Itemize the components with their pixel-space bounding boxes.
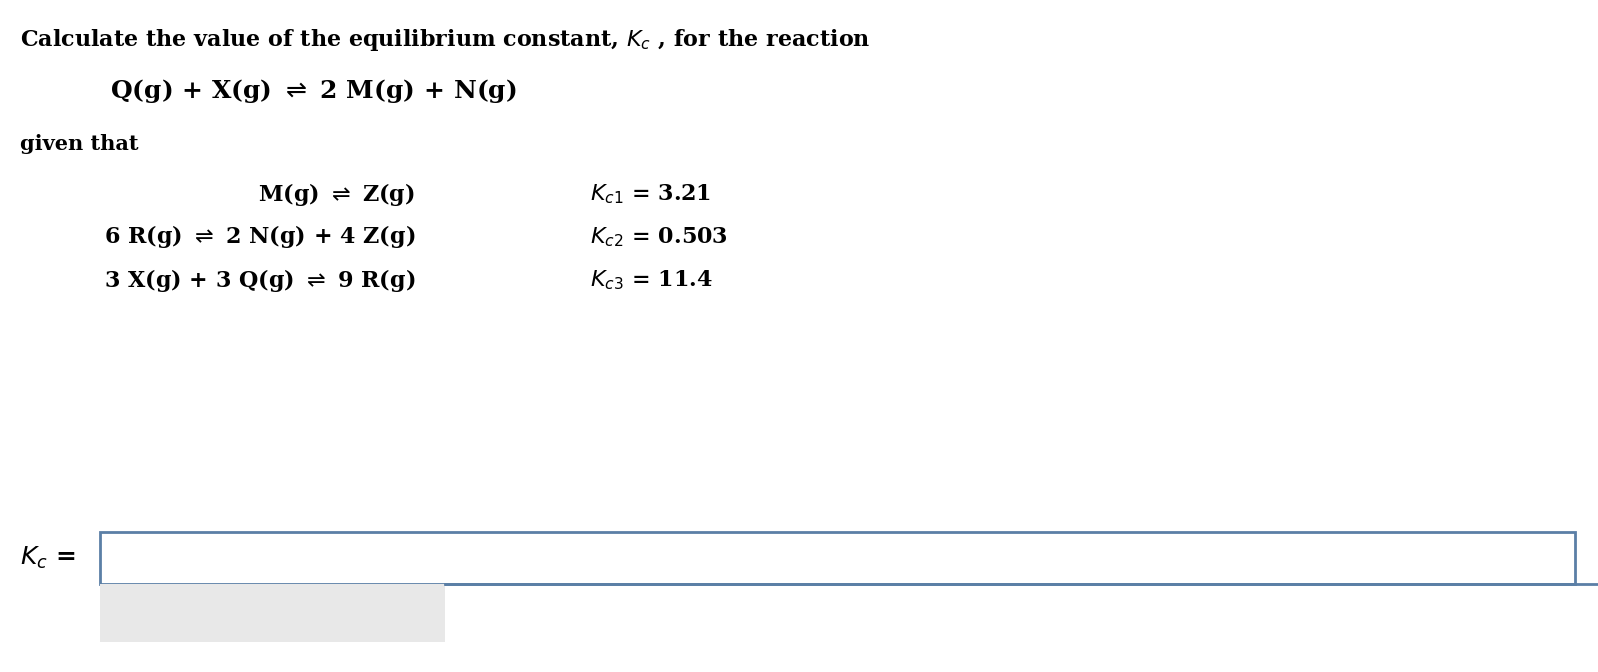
Text: given that: given that [21, 134, 139, 154]
Text: Q(g) + X(g) $\rightleftharpoons$ 2 M(g) + N(g): Q(g) + X(g) $\rightleftharpoons$ 2 M(g) … [110, 77, 516, 105]
Text: Calculate the value of the equilibrium constant, $K_c$ , for the reaction: Calculate the value of the equilibrium c… [21, 27, 871, 53]
Text: M(g) $\rightleftharpoons$ Z(g): M(g) $\rightleftharpoons$ Z(g) [259, 181, 415, 208]
Text: $K_{c2}$ = 0.503: $K_{c2}$ = 0.503 [590, 225, 729, 249]
Text: 3 X(g) + 3 Q(g) $\rightleftharpoons$ 9 R(g): 3 X(g) + 3 Q(g) $\rightleftharpoons$ 9 R… [104, 267, 415, 294]
Text: 6 R(g) $\rightleftharpoons$ 2 N(g) + 4 Z(g): 6 R(g) $\rightleftharpoons$ 2 N(g) + 4 Z… [104, 224, 415, 251]
FancyBboxPatch shape [101, 532, 1576, 584]
Text: $K_c$ =: $K_c$ = [21, 545, 75, 571]
FancyBboxPatch shape [101, 584, 444, 642]
Text: $K_{c1}$ = 3.21: $K_{c1}$ = 3.21 [590, 182, 711, 206]
Text: $K_{c3}$ = 11.4: $K_{c3}$ = 11.4 [590, 268, 713, 292]
